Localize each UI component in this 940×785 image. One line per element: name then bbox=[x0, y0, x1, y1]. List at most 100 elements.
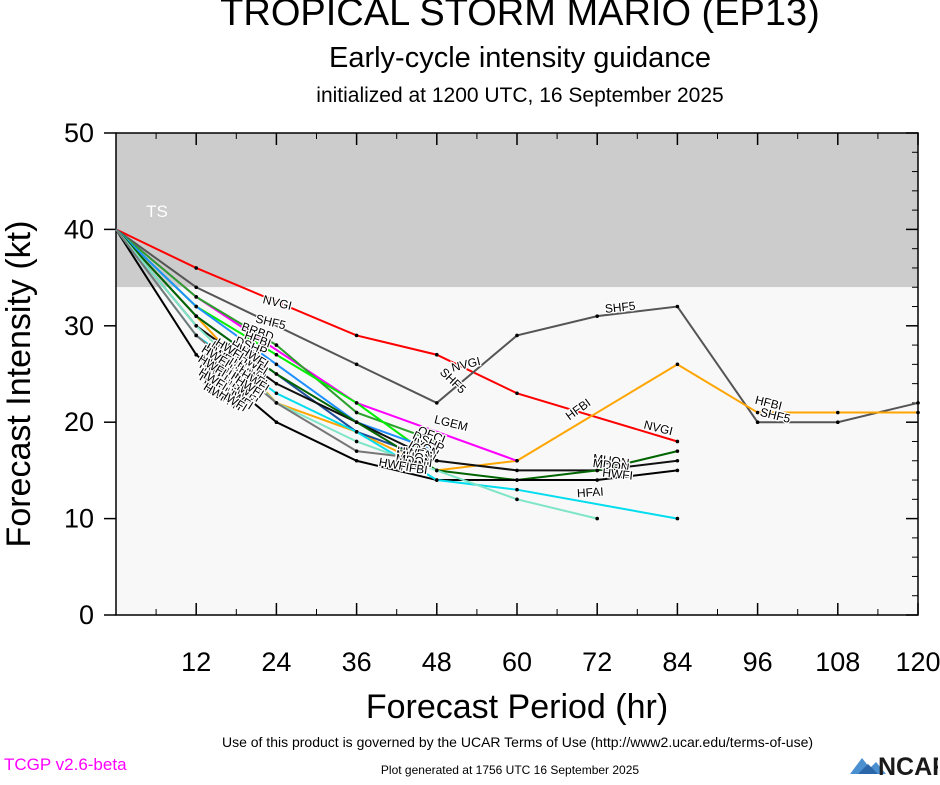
x-tick-label: 48 bbox=[422, 647, 452, 677]
data-point bbox=[435, 468, 439, 473]
series-line-mdon bbox=[115, 228, 678, 482]
ncar-logo-text: NCAR bbox=[878, 753, 938, 780]
data-point bbox=[515, 468, 519, 473]
y-tick-label: 10 bbox=[64, 504, 94, 534]
data-point bbox=[354, 420, 359, 425]
data-point bbox=[675, 458, 680, 463]
data-point bbox=[836, 420, 840, 425]
data-point bbox=[435, 478, 439, 482]
chart-subtitle: Early-cycle intensity guidance bbox=[328, 42, 711, 74]
series-line-nvgi bbox=[115, 228, 678, 443]
series-lines bbox=[115, 228, 920, 521]
chart-title: TROPICAL STORM MARIO (EP13) bbox=[220, 0, 820, 34]
data-point bbox=[515, 487, 519, 492]
series-label: MUON bbox=[592, 451, 630, 470]
data-point bbox=[354, 410, 359, 415]
data-point bbox=[274, 381, 279, 386]
data-point bbox=[515, 458, 519, 463]
data-point bbox=[435, 458, 439, 463]
y-tick-label: 30 bbox=[64, 311, 94, 341]
ncar-logo-icon: NCAR bbox=[850, 753, 940, 781]
x-tick-label: 60 bbox=[502, 647, 532, 677]
series-label: HWFI bbox=[378, 455, 411, 474]
data-point bbox=[836, 410, 840, 415]
data-point bbox=[354, 430, 359, 434]
data-point bbox=[354, 333, 359, 338]
series-line-shf5 bbox=[115, 228, 919, 424]
axes: 12 24 36 48 60 72 84 96 108 120 0 10 20 30 40 50 bbox=[64, 118, 940, 677]
data-point bbox=[354, 458, 359, 463]
data-point bbox=[354, 362, 359, 367]
data-point bbox=[675, 468, 680, 473]
data-point bbox=[755, 410, 760, 415]
data-point bbox=[595, 516, 599, 521]
band-0 bbox=[116, 133, 918, 288]
x-axis-label: Forecast Period (hr) bbox=[366, 688, 668, 726]
data-point bbox=[675, 439, 680, 444]
series-label: HWFI bbox=[602, 466, 634, 483]
data-point bbox=[515, 497, 519, 502]
series-labels: NVGISHF5BRBDHFBIDSHPICONMUONMDONHWFAHFAI… bbox=[194, 291, 793, 502]
data-point bbox=[435, 439, 439, 444]
data-point bbox=[194, 314, 198, 318]
series-label: MDON bbox=[592, 456, 630, 475]
data-point bbox=[354, 401, 359, 405]
data-point bbox=[515, 333, 519, 338]
band-label: TS bbox=[146, 202, 168, 221]
intensity-bands: TS bbox=[116, 133, 918, 615]
x-tick-label: 108 bbox=[815, 647, 860, 677]
data-point bbox=[274, 401, 279, 405]
ncar-logo: NCAR bbox=[848, 752, 940, 785]
data-point bbox=[916, 410, 920, 415]
series-label: HWFA bbox=[396, 444, 432, 463]
x-tick-label: 72 bbox=[582, 647, 612, 677]
data-point bbox=[274, 362, 279, 367]
data-point bbox=[916, 401, 920, 405]
data-point bbox=[435, 401, 439, 405]
data-point bbox=[595, 468, 599, 473]
init-time: initialized at 1200 UTC, 16 September 20… bbox=[316, 84, 724, 107]
data-point bbox=[435, 449, 439, 453]
y-tick-label: 20 bbox=[64, 407, 94, 437]
data-point bbox=[354, 449, 359, 453]
data-point bbox=[194, 295, 198, 299]
series-line-muon bbox=[115, 228, 678, 472]
x-tick-label: 36 bbox=[342, 647, 372, 677]
data-point bbox=[274, 352, 279, 357]
data-point bbox=[354, 439, 359, 444]
data-point bbox=[595, 478, 599, 482]
y-tick-label: 50 bbox=[64, 118, 94, 148]
series-label: HFBI bbox=[399, 460, 428, 478]
data-point bbox=[194, 352, 198, 357]
data-point bbox=[274, 420, 279, 425]
series-label: HMNI bbox=[398, 455, 430, 473]
series-line-hwfi bbox=[115, 228, 678, 482]
terms-notice: Use of this product is governed by the U… bbox=[221, 734, 814, 750]
series-label: MDON bbox=[395, 451, 433, 470]
data-point bbox=[194, 285, 198, 290]
data-point bbox=[274, 372, 279, 376]
data-point bbox=[675, 449, 680, 453]
data-point bbox=[194, 266, 198, 270]
series-label: SHF5 bbox=[604, 299, 636, 316]
x-tick-label: 84 bbox=[662, 647, 692, 677]
y-tick-label: 40 bbox=[64, 214, 94, 244]
data-point bbox=[595, 314, 599, 318]
x-tick-label: 96 bbox=[743, 647, 773, 677]
data-point bbox=[755, 420, 760, 425]
data-point bbox=[194, 304, 198, 309]
series-label: MUON bbox=[395, 447, 433, 466]
data-point bbox=[194, 324, 198, 328]
y-tick-label: 0 bbox=[79, 600, 94, 630]
data-point bbox=[675, 304, 680, 309]
data-point bbox=[194, 333, 198, 338]
x-tick-label: 12 bbox=[181, 647, 211, 677]
series-label: HFAI bbox=[576, 485, 604, 501]
data-point bbox=[675, 516, 680, 521]
y-axis-label: Forecast Intensity (kt) bbox=[0, 221, 38, 548]
data-point bbox=[435, 352, 439, 357]
data-point bbox=[274, 343, 279, 347]
data-point bbox=[274, 391, 279, 396]
band-1 bbox=[116, 287, 918, 615]
